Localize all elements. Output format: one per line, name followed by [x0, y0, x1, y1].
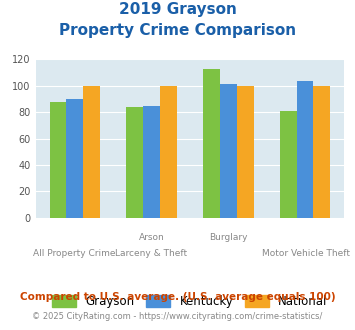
Text: 2019 Grayson: 2019 Grayson — [119, 2, 236, 16]
Bar — [313, 86, 330, 218]
Legend: Grayson, Kentucky, National: Grayson, Kentucky, National — [48, 290, 332, 313]
Text: Motor Vehicle Theft: Motor Vehicle Theft — [262, 249, 350, 258]
Bar — [83, 86, 100, 218]
Text: All Property Crime: All Property Crime — [33, 249, 115, 258]
Text: Larceny & Theft: Larceny & Theft — [115, 249, 187, 258]
Bar — [160, 86, 177, 218]
Text: Arson: Arson — [138, 233, 164, 242]
Bar — [66, 99, 83, 218]
Bar — [296, 81, 313, 218]
Text: Property Crime Comparison: Property Crime Comparison — [59, 23, 296, 38]
Bar — [237, 86, 253, 218]
Text: © 2025 CityRating.com - https://www.cityrating.com/crime-statistics/: © 2025 CityRating.com - https://www.city… — [32, 312, 323, 321]
Bar — [50, 102, 66, 218]
Text: Compared to U.S. average. (U.S. average equals 100): Compared to U.S. average. (U.S. average … — [20, 292, 335, 302]
Bar — [280, 111, 296, 218]
Bar — [126, 107, 143, 218]
Bar — [220, 84, 237, 218]
Text: Burglary: Burglary — [209, 233, 248, 242]
Bar — [143, 106, 160, 218]
Bar — [203, 69, 220, 218]
